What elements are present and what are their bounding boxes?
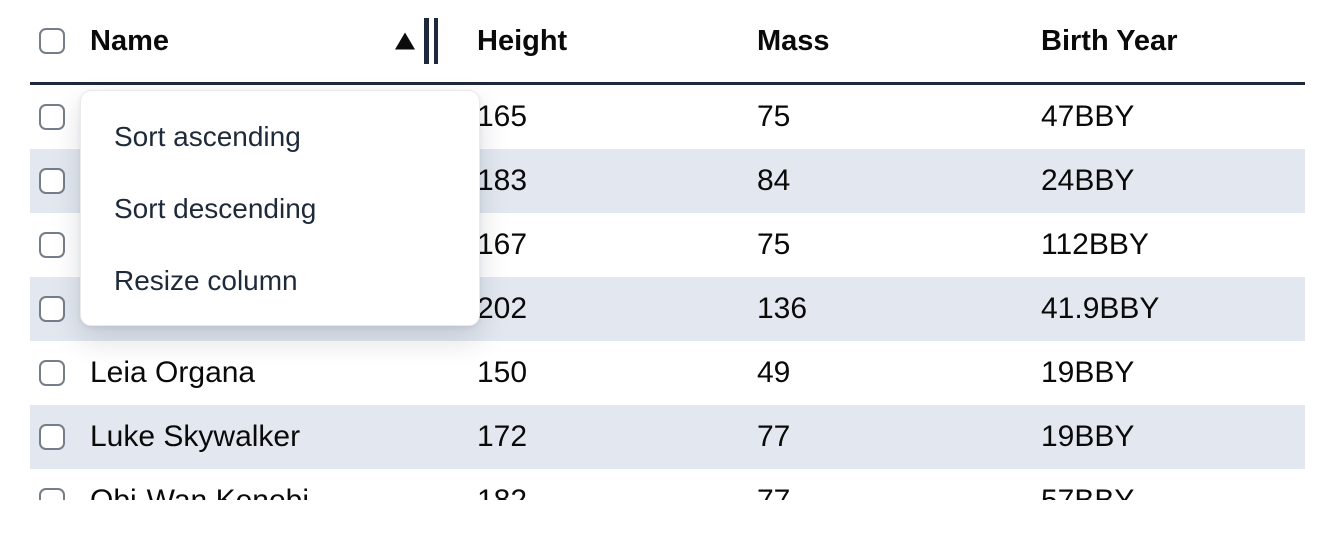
cell-name: Leia Organa xyxy=(90,356,256,389)
column-resize-handle[interactable] xyxy=(424,18,438,64)
cell-height: 183 xyxy=(477,164,528,197)
menu-item-resize-column[interactable]: Resize column xyxy=(114,265,298,296)
cell-height: 182 xyxy=(477,484,757,500)
resize-handle-bar xyxy=(424,18,429,64)
cell-height: 172 xyxy=(477,420,528,453)
cell-name: Obi-Wan Kenobi xyxy=(90,484,477,500)
cell-birth-year: 24BBY xyxy=(1041,164,1135,197)
row-checkbox[interactable] xyxy=(39,168,65,194)
cell-birth-year: 57BBY xyxy=(1041,484,1305,500)
table-header-row: Name Height Mass Birth Year xyxy=(30,0,1305,85)
cell-mass: 75 xyxy=(757,228,791,261)
select-all-checkbox[interactable] xyxy=(39,28,65,54)
column-header-birth-year[interactable]: Birth Year xyxy=(1041,24,1178,57)
menu-item-sort-ascending[interactable]: Sort ascending xyxy=(114,121,301,152)
row-checkbox[interactable] xyxy=(39,488,65,500)
cell-birth-year: 47BBY xyxy=(1041,100,1135,133)
column-header-height[interactable]: Height xyxy=(477,24,568,57)
column-header-name-label: Name xyxy=(90,24,169,57)
cell-mass: 136 xyxy=(757,292,808,325)
cell-mass: 75 xyxy=(757,100,791,133)
row-checkbox[interactable] xyxy=(39,296,65,322)
cell-mass: 84 xyxy=(757,164,791,197)
cell-mass: 77 xyxy=(757,484,1041,500)
cell-birth-year: 41.9BBY xyxy=(1041,292,1160,325)
table-row: Leia Organa 150 49 19BBY xyxy=(30,341,1305,405)
cell-name: Luke Skywalker xyxy=(90,420,301,453)
cell-birth-year: 19BBY xyxy=(1041,356,1135,389)
cell-mass: 77 xyxy=(757,420,791,453)
cell-height: 202 xyxy=(477,292,528,325)
table-row: Luke Skywalker 172 77 19BBY xyxy=(30,405,1305,469)
table-row: 165 75 47BBY xyxy=(30,85,1305,149)
table-row: 167 75 112BBY xyxy=(30,213,1305,277)
column-context-menu: Sort ascending Sort descending Resize co… xyxy=(80,90,480,326)
row-checkbox[interactable] xyxy=(39,424,65,450)
row-checkbox[interactable] xyxy=(39,232,65,258)
cell-height: 165 xyxy=(477,100,528,133)
column-header-name[interactable]: Name xyxy=(90,0,477,82)
cell-mass: 49 xyxy=(757,356,791,389)
cell-birth-year: 112BBY xyxy=(1041,228,1149,261)
sort-ascending-indicator-icon xyxy=(395,32,415,50)
column-header-mass[interactable]: Mass xyxy=(757,24,830,57)
cell-height: 150 xyxy=(477,356,528,389)
cell-height: 167 xyxy=(477,228,528,261)
header-checkbox-cell xyxy=(30,28,90,54)
cell-birth-year: 19BBY xyxy=(1041,420,1135,453)
table-row: Obi-Wan Kenobi 182 77 57BBY xyxy=(30,469,1305,500)
menu-item-sort-descending[interactable]: Sort descending xyxy=(114,193,317,224)
resize-handle-bar xyxy=(433,18,438,64)
row-checkbox[interactable] xyxy=(39,104,65,130)
row-checkbox[interactable] xyxy=(39,360,65,386)
